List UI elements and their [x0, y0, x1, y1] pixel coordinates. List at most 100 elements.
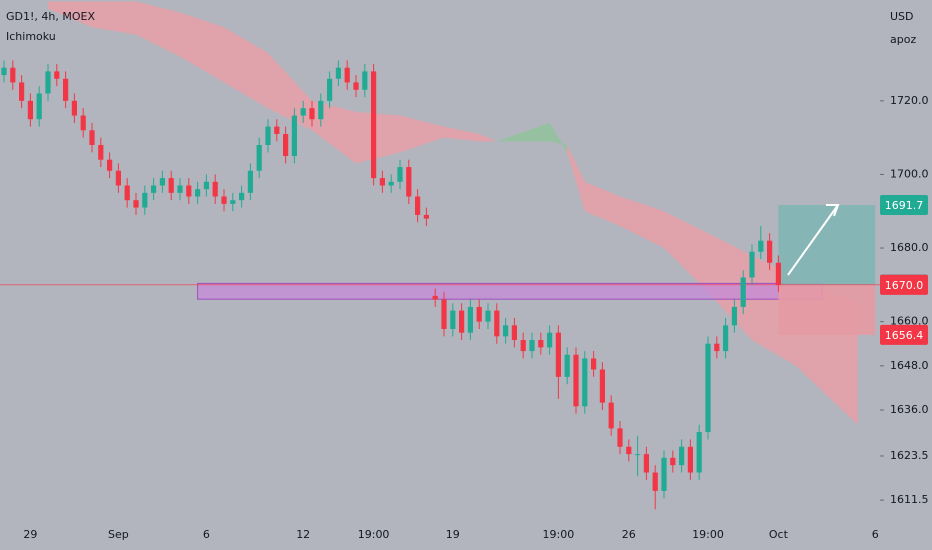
candle-body — [415, 196, 421, 215]
arrow-line — [787, 204, 839, 276]
ichimoku-cloud — [400, 115, 444, 153]
ichimoku-cloud — [567, 144, 585, 212]
candle-body — [591, 358, 597, 370]
candle-body — [45, 71, 51, 94]
candle-body — [652, 472, 658, 491]
candle-body — [80, 115, 86, 131]
y-tick-label: 1611.5 — [890, 493, 929, 506]
x-tick-label: 12 — [296, 528, 310, 541]
candle-body — [731, 306, 737, 326]
candle-body — [687, 446, 693, 473]
candle-body — [476, 306, 482, 322]
y-tick-label: 1636.0 — [890, 403, 929, 416]
indicator-label: Ichimoku — [6, 30, 56, 43]
support-zone — [197, 282, 823, 300]
candle-body — [177, 185, 183, 193]
candle-body — [186, 185, 192, 197]
candle-body — [538, 340, 544, 348]
candle-body — [459, 310, 465, 333]
ichimoku-cloud — [444, 126, 480, 142]
candle-body — [617, 428, 623, 447]
candle-body — [256, 144, 262, 171]
candle-body — [555, 332, 561, 377]
candle-body — [362, 71, 368, 90]
candle-body — [379, 178, 385, 186]
candle-body — [27, 100, 33, 120]
candle-body — [63, 78, 69, 101]
ichimoku-cloud — [136, 1, 180, 57]
x-tick-label: 19:00 — [543, 528, 575, 541]
candle-body — [670, 457, 676, 466]
candle-body — [230, 200, 236, 204]
candle-body — [423, 214, 429, 219]
candle-body — [520, 340, 526, 352]
ichimoku-cloud — [584, 181, 620, 226]
candle-body — [353, 82, 359, 90]
candle-body — [626, 446, 632, 455]
candle-body — [151, 185, 157, 193]
candle-body — [107, 159, 113, 171]
ichimoku-cloud — [356, 111, 400, 164]
ichimoku-cloud — [92, 1, 136, 35]
candle-body — [327, 78, 333, 101]
candle-body — [441, 299, 447, 330]
candle-body — [159, 178, 165, 186]
x-tick-label: 6 — [872, 528, 879, 541]
candle-body — [309, 108, 315, 120]
candle-body — [212, 181, 218, 197]
candle-body — [767, 240, 773, 263]
ichimoku-cloud — [479, 133, 497, 142]
candle-body — [71, 100, 77, 116]
candle-body — [335, 67, 341, 79]
candle-body — [133, 200, 139, 208]
candle-body — [661, 457, 667, 491]
candle-body — [274, 126, 280, 134]
x-tick-label: 26 — [622, 528, 636, 541]
candle-body — [511, 325, 517, 341]
candle-body — [529, 340, 535, 352]
price-label-box — [880, 194, 928, 215]
scale-label: apoz — [890, 33, 916, 46]
candle-body — [239, 192, 245, 201]
profit-box — [778, 204, 876, 285]
y-tick-label: 1623.5 — [890, 449, 929, 462]
candle-body — [723, 325, 729, 352]
y-tick-label: 1720.0 — [890, 94, 929, 107]
y-tick-label: 1680.0 — [890, 241, 929, 254]
chart-title: GD1!, 4h, MOEX — [6, 10, 95, 23]
loss-box — [778, 284, 876, 335]
candle-body — [371, 71, 377, 179]
candle-body — [406, 167, 412, 197]
candle-body — [749, 251, 755, 278]
candle-body — [221, 196, 227, 204]
candle-body — [503, 325, 509, 337]
candle-body — [195, 189, 201, 197]
candle-body — [265, 126, 271, 145]
x-tick-label: 19:00 — [358, 528, 390, 541]
candle-body — [168, 178, 174, 193]
candle-body — [318, 100, 324, 120]
y-tick-label: 1700.0 — [890, 167, 929, 180]
candle-body — [450, 310, 456, 330]
candle-body — [124, 185, 130, 201]
candle-body — [714, 343, 720, 352]
candle-body — [54, 71, 60, 79]
candle-body — [291, 115, 297, 157]
y-tick-label: 1660.0 — [890, 315, 929, 328]
ichimoku-cloud — [620, 196, 664, 249]
y-tick-label: 1648.0 — [890, 359, 929, 372]
ichimoku-cloud — [48, 1, 92, 28]
candle-body — [203, 181, 209, 190]
candle-body — [740, 277, 746, 307]
candle-body — [115, 170, 121, 186]
candle-body — [635, 454, 641, 456]
x-tick-label: Oct — [769, 528, 789, 541]
candle-body — [467, 306, 473, 333]
candle-body — [494, 310, 500, 337]
candle-body — [397, 167, 403, 182]
candle-body — [1, 67, 7, 76]
candle-body — [547, 332, 553, 348]
price-label: 1691.7 — [885, 199, 924, 212]
candle-body — [89, 130, 95, 145]
